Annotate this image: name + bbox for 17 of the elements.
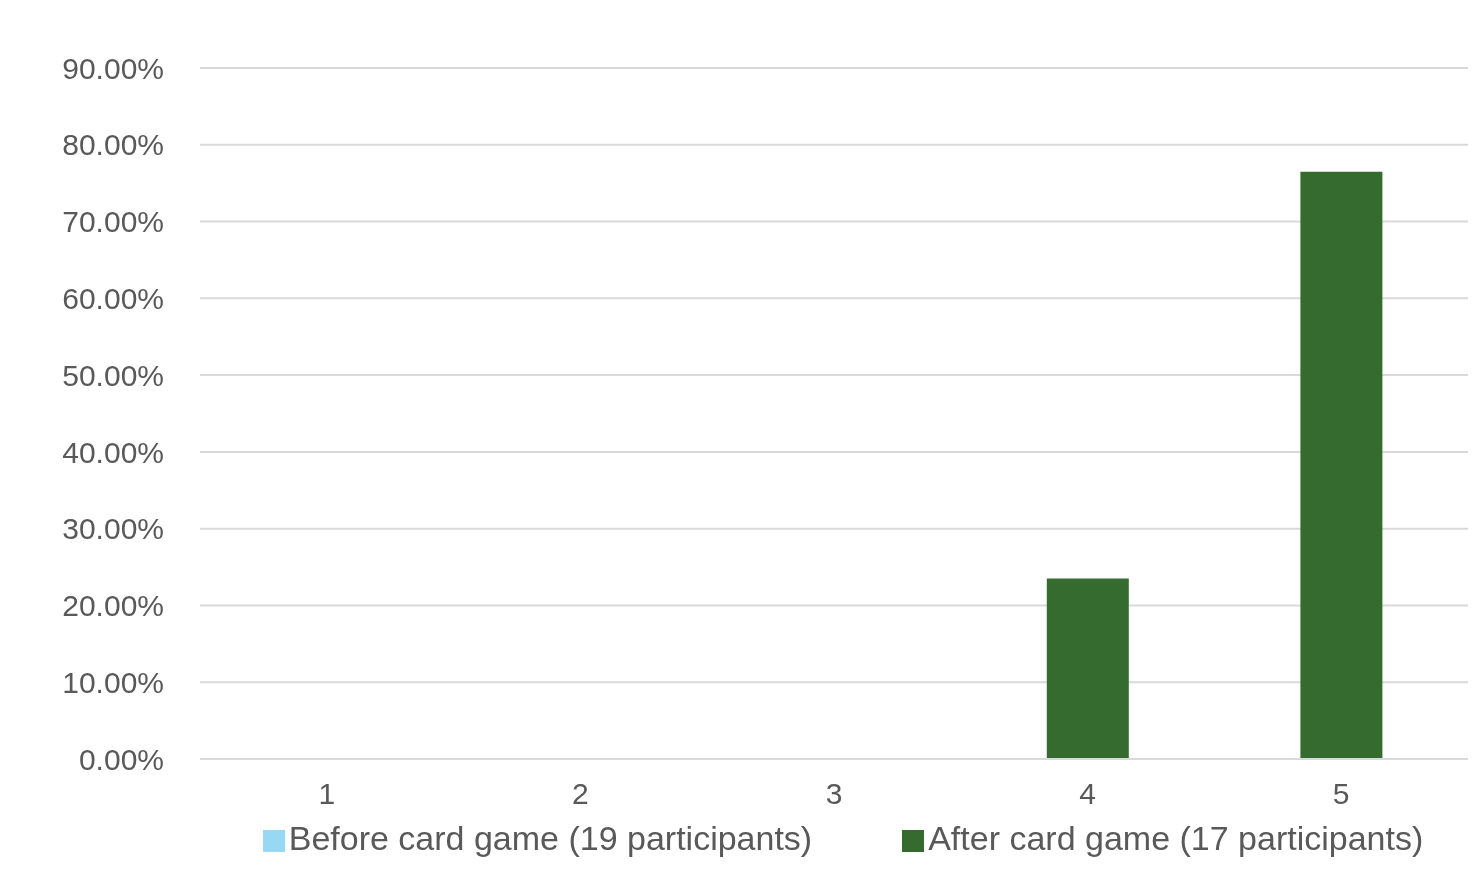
x-tick-label: 2 bbox=[572, 777, 589, 811]
x-tick-label: 3 bbox=[825, 777, 843, 811]
y-tick-label: 80.00% bbox=[62, 128, 164, 162]
y-tick-label: 50.00% bbox=[62, 358, 164, 392]
y-tick-label: 0.00% bbox=[78, 742, 164, 776]
y-tick-label: 20.00% bbox=[62, 589, 164, 623]
y-tick-label: 40.00% bbox=[62, 435, 164, 469]
y-tick-label: 10.00% bbox=[62, 665, 164, 699]
y-tick-label: 70.00% bbox=[62, 205, 164, 239]
y-tick-label: 30.00% bbox=[62, 512, 164, 546]
legend-label: After card game (17 participants) bbox=[928, 819, 1424, 857]
x-tick-label: 5 bbox=[1332, 777, 1350, 811]
x-tick-label: 1 bbox=[318, 777, 336, 811]
x-tick-label: 4 bbox=[1079, 777, 1096, 811]
legend-label: Before card game (19 participants) bbox=[288, 819, 813, 857]
y-tick-label: 90.00% bbox=[62, 51, 164, 85]
y-tick-label: 60.00% bbox=[62, 281, 164, 315]
